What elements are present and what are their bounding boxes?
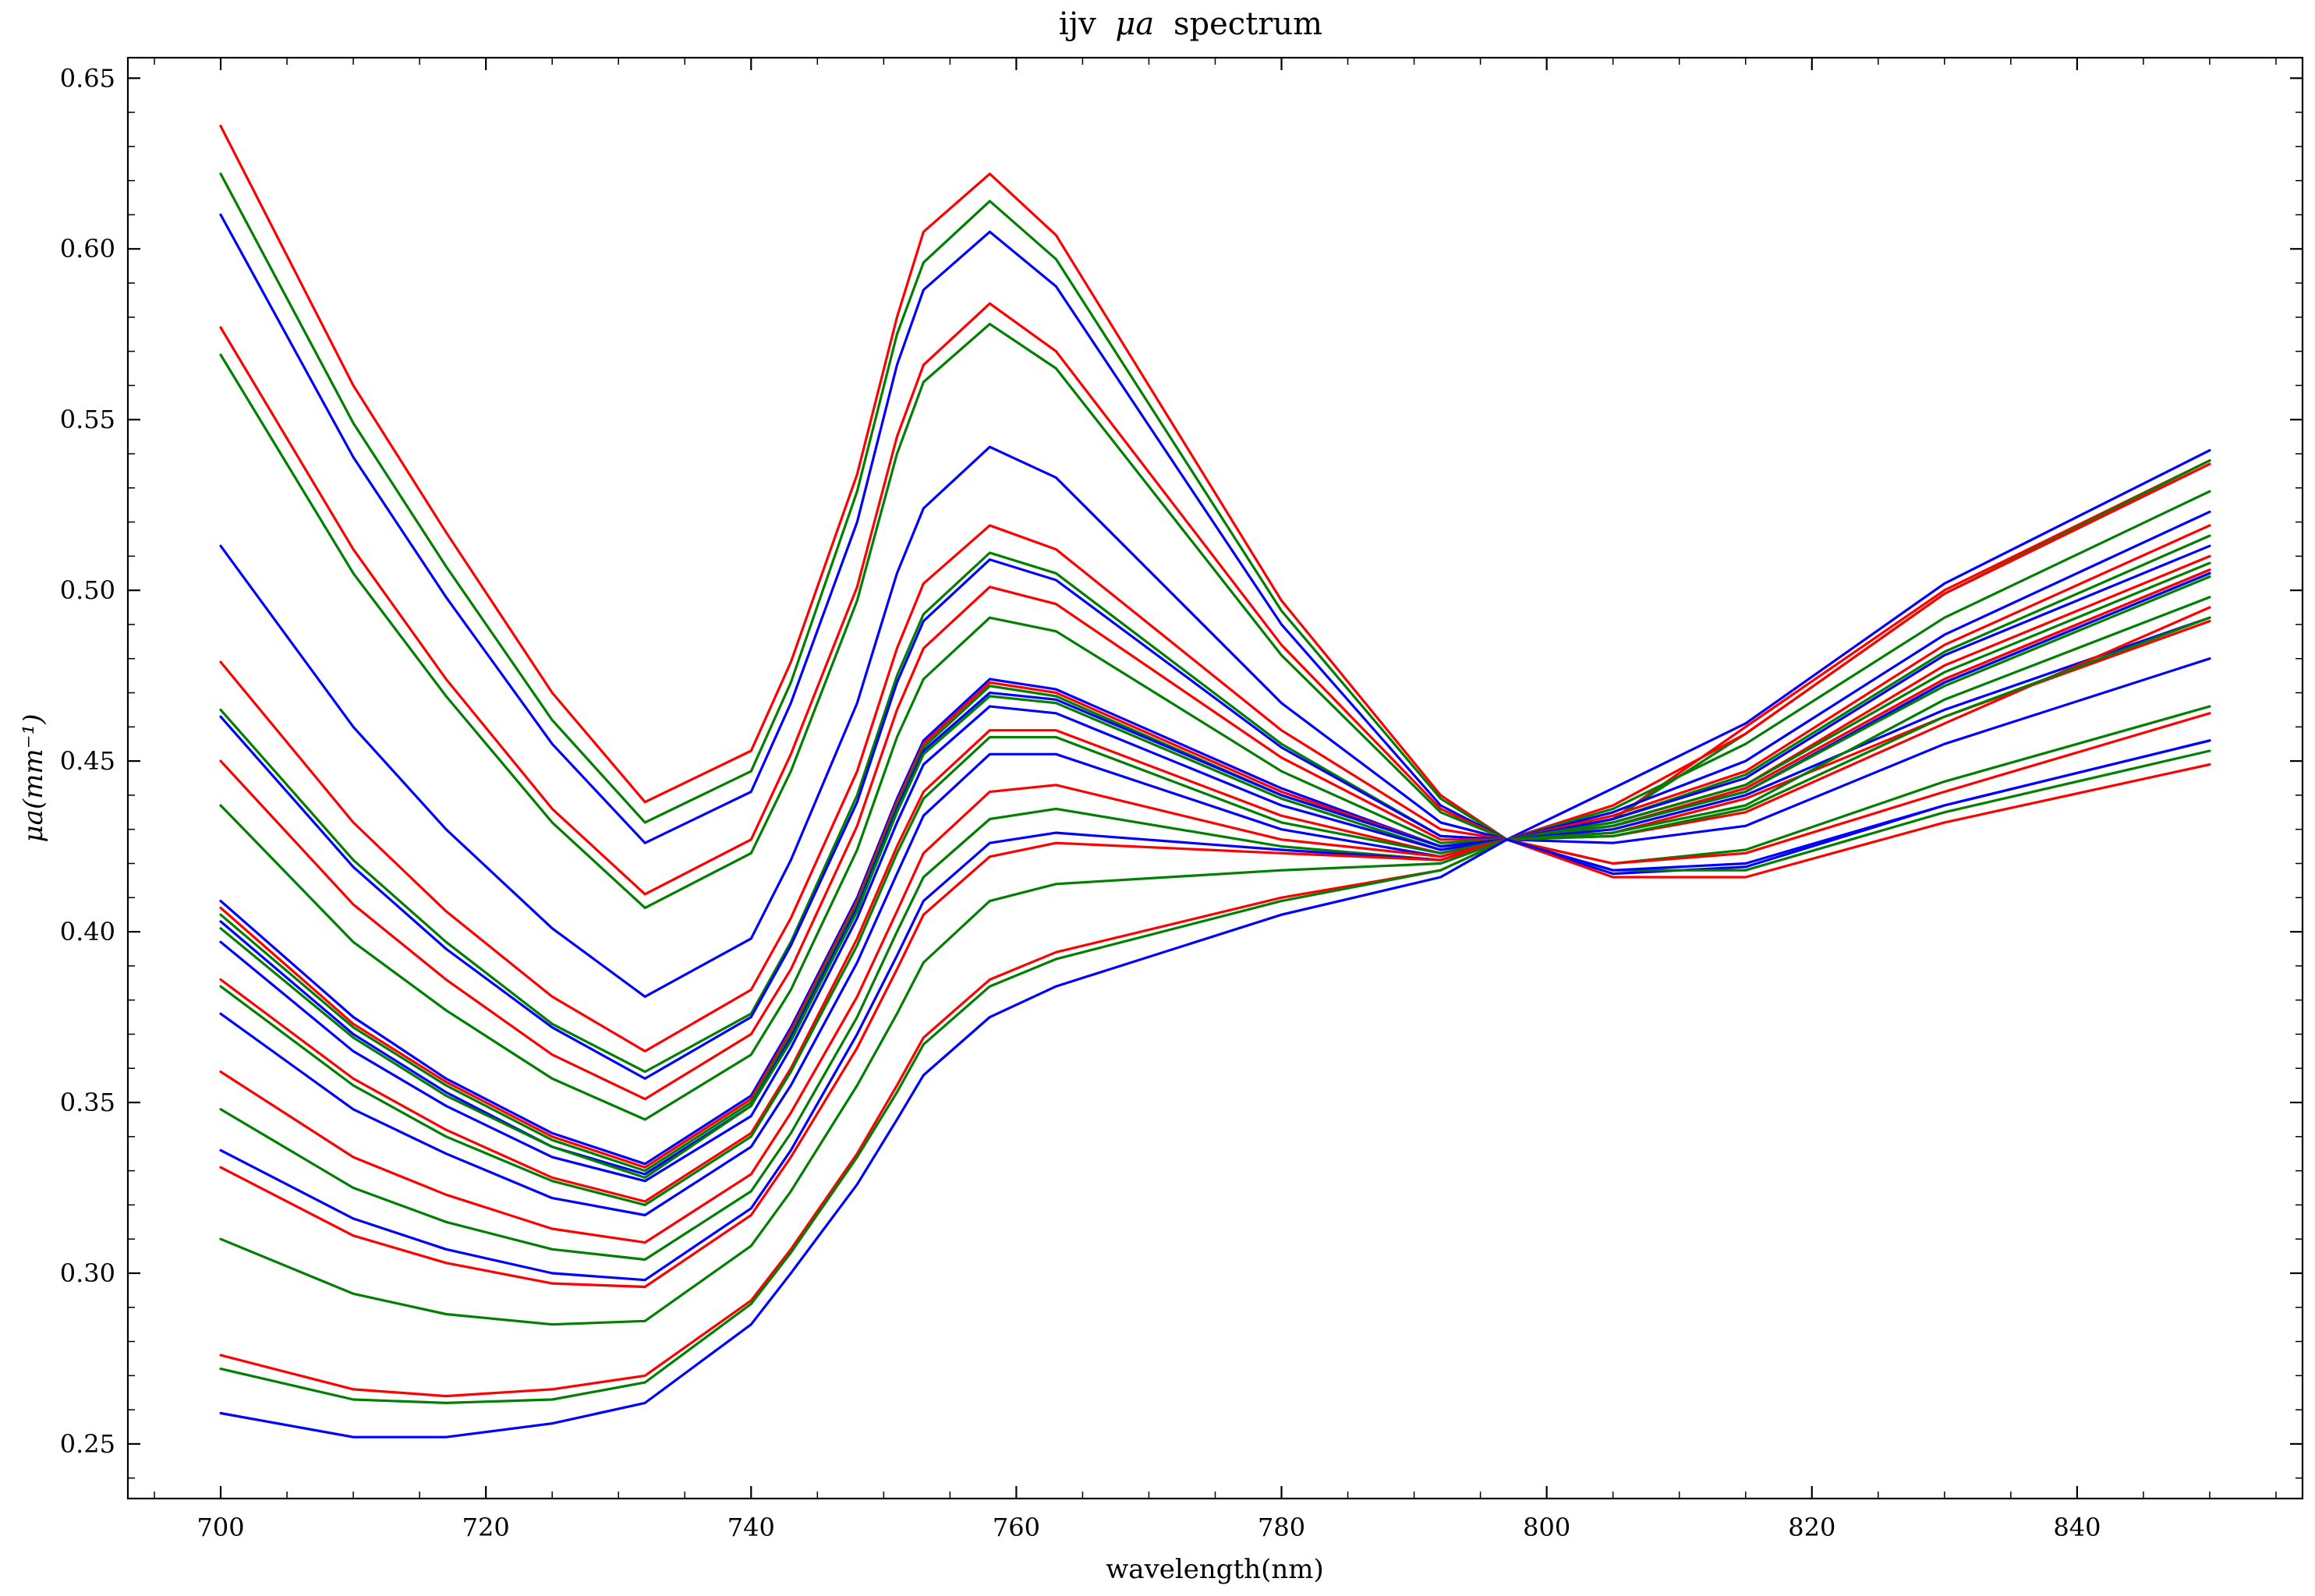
y-tick-label: 0.60 xyxy=(60,234,115,264)
series-line-7-red xyxy=(219,524,2211,1053)
chart-title-suffix: spectrum xyxy=(1173,6,1322,42)
series-line-4-red xyxy=(219,302,2211,896)
x-tick-label: 780 xyxy=(1258,1513,1305,1542)
chart-title-symbol: μa xyxy=(1115,6,1154,42)
series-line-19-green xyxy=(219,596,2211,1207)
x-axis: 700 720 740 760 780 800 820 840 xyxy=(154,58,2277,1542)
series-line-11-green xyxy=(219,561,2211,1121)
plot-area xyxy=(219,125,2211,1439)
series-line-16-green xyxy=(219,575,2211,1180)
series-line-3-blue xyxy=(219,213,2211,844)
series-layer xyxy=(219,125,2211,1439)
x-axis-label: wavelength(nm) xyxy=(1106,1554,1324,1585)
series-line-5-green xyxy=(219,323,2211,910)
y-tick-label: 0.45 xyxy=(60,746,115,776)
y-tick-label: 0.65 xyxy=(60,63,115,93)
chart-title-prefix: ijv xyxy=(1059,6,1096,42)
y-axis-label-text: μa(mm⁻¹) xyxy=(18,714,49,843)
y-tick-label: 0.35 xyxy=(60,1088,115,1117)
y-tick-label: 0.40 xyxy=(60,917,115,947)
y-tick-label: 0.30 xyxy=(60,1258,115,1288)
y-tick-label: 0.50 xyxy=(60,575,115,605)
x-tick-label: 740 xyxy=(727,1513,775,1542)
series-line-23-blue xyxy=(219,739,2211,1282)
x-tick-label: 840 xyxy=(2053,1513,2101,1542)
series-line-6-blue xyxy=(219,445,2211,998)
y-tick-label: 0.55 xyxy=(60,405,115,434)
y-axis: 0.25 0.30 0.35 0.40 0.45 0.50 0.55 0.60 0.65 xyxy=(60,63,2303,1479)
y-axis-label: μa(mm⁻¹) xyxy=(18,714,49,843)
x-tick-label: 800 xyxy=(1523,1513,1570,1542)
x-tick-label: 700 xyxy=(197,1513,245,1542)
series-line-17-blue xyxy=(219,616,2211,1183)
y-tick-label: 0.25 xyxy=(60,1429,115,1459)
x-tick-label: 820 xyxy=(1788,1513,1835,1542)
series-line-26-red xyxy=(219,712,2211,1398)
chart-title: ijv μa spectrum xyxy=(1059,6,1322,42)
series-line-9-blue xyxy=(219,544,2211,1081)
series-line-22-green xyxy=(219,616,2211,1262)
series-line-24-red xyxy=(219,763,2211,1289)
x-tick-label: 720 xyxy=(462,1513,510,1542)
series-line-20-blue xyxy=(219,657,2211,1217)
x-tick-label: 760 xyxy=(993,1513,1040,1542)
series-line-28-blue xyxy=(219,739,2211,1439)
